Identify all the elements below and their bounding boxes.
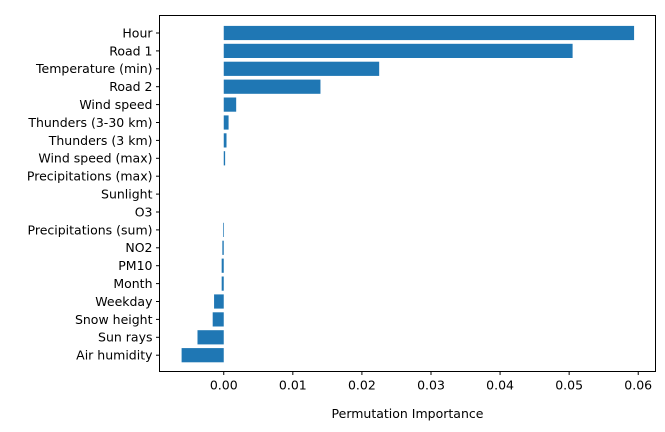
bar-road-2 <box>223 79 321 94</box>
x-tick-label: 0.01 <box>279 378 307 393</box>
bars-group <box>181 25 635 363</box>
bar-month <box>221 276 224 291</box>
bar-hour <box>223 25 635 41</box>
y-tick-label: Precipitations (max) <box>27 169 153 184</box>
x-tick-label: 0.02 <box>348 378 376 393</box>
y-tick-label: Sun rays <box>98 330 152 345</box>
y-tick-label: Temperature (min) <box>35 61 152 76</box>
y-tick-label: Month <box>113 276 152 291</box>
y-tick-label: NO2 <box>125 240 152 255</box>
y-tick-label: Thunders (3-30 km) <box>27 115 152 130</box>
bar-temperature-min <box>223 61 380 76</box>
x-tick-label: 0.06 <box>624 378 652 393</box>
plot-frame <box>159 15 656 372</box>
y-tick-label: Air humidity <box>76 348 153 363</box>
bar-sun-rays <box>197 330 224 345</box>
y-tick-label: Road 1 <box>109 43 152 58</box>
bar-thunders-3-km <box>223 133 227 148</box>
bar-pm10 <box>221 258 224 273</box>
x-tick-label: 0.00 <box>210 378 238 393</box>
bar-wind-speed-max <box>223 151 226 166</box>
bar-no2 <box>222 240 224 255</box>
x-tick-label: 0.04 <box>486 378 514 393</box>
y-axis-ticks: Hour Road 1 Temperature (min) Road 2 Wind sp… <box>27 25 160 363</box>
y-tick-label: Wind speed (max) <box>38 151 152 166</box>
x-tick-label: 0.05 <box>555 378 583 393</box>
y-tick-label: Hour <box>122 25 153 40</box>
x-axis-label: Permutation Importance <box>332 406 484 421</box>
bar-wind-speed <box>223 97 237 112</box>
y-tick-label: Weekday <box>95 294 153 309</box>
x-axis-ticks: 0.00 0.01 0.02 0.03 0.04 0.05 0.06 <box>210 371 652 393</box>
y-tick-label: Precipitations (sum) <box>28 222 153 237</box>
y-tick-label: Wind speed <box>79 97 152 112</box>
y-tick-label: O3 <box>135 204 153 219</box>
bar-thunders-3-30-km <box>223 115 229 130</box>
y-tick-label: Road 2 <box>109 79 152 94</box>
y-tick-label: Sunlight <box>101 186 153 201</box>
bar-snow-height <box>212 312 224 327</box>
x-tick-label: 0.03 <box>417 378 445 393</box>
y-tick-label: Snow height <box>75 312 153 327</box>
bar-air-humidity <box>181 348 224 363</box>
bar-weekday <box>214 294 224 309</box>
y-tick-label: PM10 <box>118 258 152 273</box>
bar-road-1 <box>223 43 573 58</box>
y-tick-label: Thunders (3 km) <box>48 133 153 148</box>
bar-precipitations-sum <box>223 222 224 237</box>
